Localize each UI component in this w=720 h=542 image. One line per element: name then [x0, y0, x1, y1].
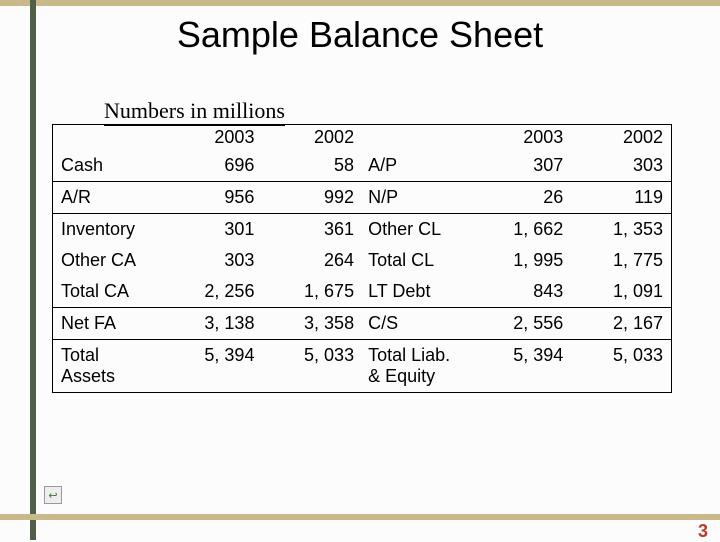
- table-row: Other CA303264Total CL1, 9951, 775: [53, 245, 671, 276]
- page-number: 3: [698, 521, 708, 542]
- row-right-a: 26: [472, 182, 572, 214]
- page-title: Sample Balance Sheet: [0, 14, 720, 56]
- row-right-a: 2, 556: [472, 308, 572, 340]
- row-right-a: 307: [472, 150, 572, 182]
- table-row: Total CA2, 2561, 675LT Debt8431, 091: [53, 276, 671, 308]
- row-right-a: 1, 995: [472, 245, 572, 276]
- row-right-b: 5, 033: [571, 340, 671, 393]
- row-left-b: 5, 033: [262, 340, 362, 393]
- col-header-right-2002: 2002: [571, 125, 671, 150]
- row-left-a: 696: [163, 150, 263, 182]
- units-subhead: Numbers in millions: [104, 98, 285, 126]
- row-left-b: 361: [262, 214, 362, 246]
- row-left-a: 2, 256: [163, 276, 263, 308]
- row-left-label: Total Assets: [53, 340, 163, 393]
- left-accent-bar: [30, 0, 36, 540]
- top-accent-bar: [0, 0, 720, 6]
- row-right-a: 1, 662: [472, 214, 572, 246]
- row-left-a: 303: [163, 245, 263, 276]
- row-left-label: Total CA: [53, 276, 163, 308]
- row-left-a: 956: [163, 182, 263, 214]
- row-left-label: Inventory: [53, 214, 163, 246]
- row-right-label: Total CL: [362, 245, 472, 276]
- table-row: A/R956992N/P26119: [53, 182, 671, 214]
- col-header-right-2003: 2003: [472, 125, 572, 150]
- row-left-b: 992: [262, 182, 362, 214]
- row-right-a: 843: [472, 276, 572, 308]
- row-left-label: Net FA: [53, 308, 163, 340]
- row-right-b: 2, 167: [571, 308, 671, 340]
- table-row: Inventory301361Other CL1, 6621, 353: [53, 214, 671, 246]
- row-right-a: 5, 394: [472, 340, 572, 393]
- row-right-label: C/S: [362, 308, 472, 340]
- table-header-row: 2003 2002 2003 2002: [53, 125, 671, 150]
- row-left-label: Other CA: [53, 245, 163, 276]
- row-left-a: 3, 138: [163, 308, 263, 340]
- table-row: Cash69658A/P307303: [53, 150, 671, 182]
- row-left-b: 264: [262, 245, 362, 276]
- bottom-accent-bar: [0, 514, 720, 520]
- table-row: Total Assets5, 3945, 033Total Liab. & Eq…: [53, 340, 671, 393]
- row-left-label: A/R: [53, 182, 163, 214]
- row-left-b: 1, 675: [262, 276, 362, 308]
- row-right-label: LT Debt: [362, 276, 472, 308]
- balance-sheet-table: 2003 2002 2003 2002 Cash69658A/P307303A/…: [52, 124, 672, 393]
- row-right-b: 303: [571, 150, 671, 182]
- row-left-b: 3, 358: [262, 308, 362, 340]
- row-right-label: N/P: [362, 182, 472, 214]
- return-icon[interactable]: ↩: [44, 486, 62, 504]
- return-icon-glyph: ↩: [48, 489, 57, 502]
- row-right-label: Total Liab. & Equity: [362, 340, 472, 393]
- row-right-b: 119: [571, 182, 671, 214]
- row-right-b: 1, 775: [571, 245, 671, 276]
- col-header-left-2002: 2002: [262, 125, 362, 150]
- row-right-label: A/P: [362, 150, 472, 182]
- row-right-b: 1, 091: [571, 276, 671, 308]
- row-left-b: 58: [262, 150, 362, 182]
- row-right-label: Other CL: [362, 214, 472, 246]
- row-left-a: 301: [163, 214, 263, 246]
- table-row: Net FA3, 1383, 358C/S2, 5562, 167: [53, 308, 671, 340]
- row-right-b: 1, 353: [571, 214, 671, 246]
- row-left-label: Cash: [53, 150, 163, 182]
- col-header-left-2003: 2003: [163, 125, 263, 150]
- row-left-a: 5, 394: [163, 340, 263, 393]
